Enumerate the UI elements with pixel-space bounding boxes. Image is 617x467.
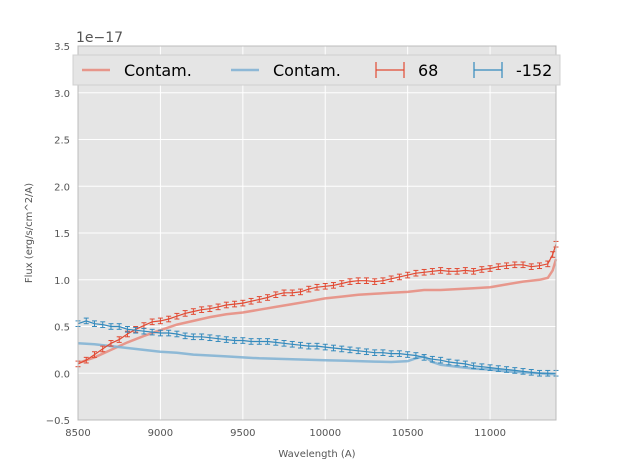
y-tick-label: 2.5 xyxy=(54,136,70,147)
series-1 xyxy=(77,342,557,376)
axes-frame xyxy=(77,45,557,421)
y-tick-label: 2.0 xyxy=(54,182,70,193)
x-tick-label: 9500 xyxy=(230,428,255,439)
y-tick-label: 0.0 xyxy=(54,369,70,380)
x-tick-label: 10500 xyxy=(392,428,424,439)
contam-line xyxy=(77,342,557,376)
x-axis-label: Wavelength (A) xyxy=(278,449,355,460)
legend-label: -152 xyxy=(516,61,552,80)
contam-line xyxy=(77,258,558,365)
legend-label: 68 xyxy=(418,61,438,80)
y-axis-label: Flux (erg/s/cm^2/A) xyxy=(24,183,35,283)
series-2 xyxy=(75,240,559,368)
y-offset-label: 1e−17 xyxy=(76,30,123,46)
errorbar-line xyxy=(77,244,557,365)
y-tick-label: −0.5 xyxy=(46,416,70,427)
y-tick-label: 3.5 xyxy=(54,42,70,53)
series-layer xyxy=(75,240,559,377)
y-tick-label: 1.0 xyxy=(54,276,70,287)
tick-labels: 8500 9000 9500 10000 10500 11000 −0.5 0.0 0.5 1.0… xyxy=(46,42,506,439)
y-tick-label: 1.5 xyxy=(54,229,70,240)
series-0 xyxy=(77,258,558,365)
x-tick-label: 11000 xyxy=(474,428,506,439)
legend-label: Contam. xyxy=(273,61,341,80)
x-tick-label: 8500 xyxy=(65,428,90,439)
y-tick-label: 0.5 xyxy=(54,323,70,334)
legend: Contam. Contam. 68 -152 xyxy=(72,54,561,86)
legend-label: Contam. xyxy=(124,61,192,80)
y-tick-label: 3.0 xyxy=(54,89,70,100)
x-tick-label: 10000 xyxy=(309,428,341,439)
x-tick-label: 9000 xyxy=(148,428,173,439)
series-3 xyxy=(75,317,559,377)
